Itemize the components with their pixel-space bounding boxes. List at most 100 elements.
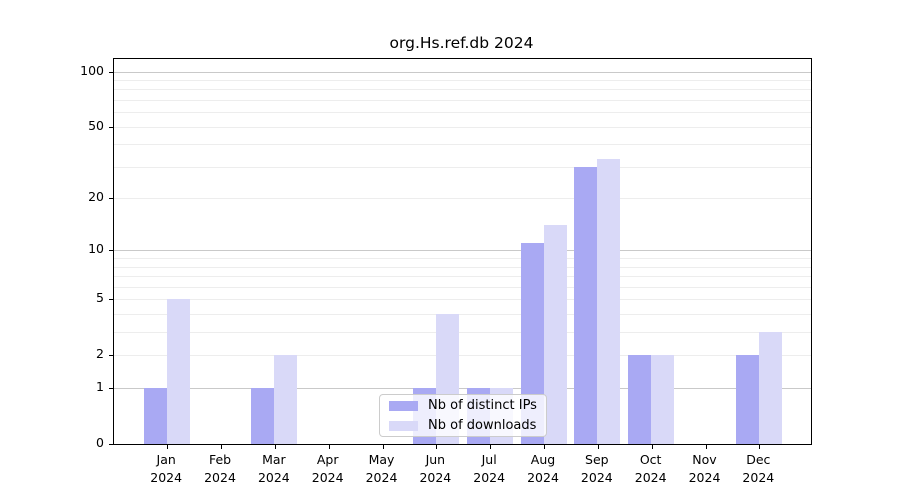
x-tick-aug [544, 444, 545, 449]
x-tick-label-year: 2024 [150, 470, 183, 486]
x-tick-label-year: 2024 [527, 470, 559, 486]
gridline-80 [114, 89, 811, 91]
x-tick-label-month: Feb [208, 452, 232, 467]
x-tick-label-month: Nov [692, 452, 717, 467]
legend-label-distinct-ips: Nb of distinct IPs [428, 398, 537, 413]
x-tick-label-apr: Apr 2024 [298, 451, 358, 487]
gridline-30 [114, 166, 811, 168]
x-tick-label-year: 2024 [634, 470, 667, 486]
y-tick-label-5: 5 [96, 290, 104, 306]
x-tick-label-year: 2024 [742, 470, 775, 486]
bar-downloads-oct [651, 355, 675, 444]
plot-area: Nb of distinct IPs Nb of downloads [109, 58, 812, 449]
y-tick-label-1: 1 [96, 379, 104, 395]
x-tick-label-month: Jan [156, 452, 176, 467]
x-tick-label-month: May [368, 452, 395, 467]
x-tick-label-year: 2024 [473, 470, 506, 486]
legend: Nb of distinct IPs Nb of downloads [379, 394, 547, 437]
gridline-50 [114, 126, 811, 128]
x-tick-label-jan: Jan 2024 [136, 451, 196, 487]
x-tick-label-month: Aug [530, 452, 556, 467]
gridline-2 [114, 355, 811, 357]
bar-distinct-ips-oct [628, 355, 652, 444]
x-tick-label-month: Mar [262, 452, 286, 467]
gridline-3 [114, 332, 811, 334]
x-tick-label-month: Dec [746, 452, 771, 467]
x-tick-label-jun: Jun 2024 [405, 451, 465, 487]
x-tick-label-jul: Jul 2024 [459, 451, 519, 487]
bar-downloads-dec [758, 332, 782, 444]
y-tick-20 [109, 198, 114, 200]
x-tick-label-month: Jul [481, 452, 497, 467]
gridline-20 [114, 198, 811, 200]
x-tick-label-aug: Aug 2024 [513, 451, 573, 487]
y-tick-label-2: 2 [96, 346, 104, 362]
x-tick-label-year: 2024 [580, 470, 613, 486]
x-tick-label-month: Jun [425, 452, 446, 467]
gridline-4 [114, 314, 811, 316]
y-tick-label-0: 0 [96, 435, 104, 450]
x-tick-label-may: May 2024 [352, 451, 412, 487]
bar-downloads-mar [274, 355, 298, 444]
y-tick-label-20: 20 [88, 189, 104, 205]
chart-title: org.Hs.ref.db 2024 [389, 34, 534, 52]
x-tick-mar [274, 444, 276, 449]
legend-item-downloads: Nb of downloads [380, 418, 546, 433]
x-tick-label-year: 2024 [419, 470, 452, 486]
bar-distinct-ips-sep [574, 166, 598, 444]
gridline-70 [114, 99, 811, 101]
y-tick-5 [109, 299, 114, 301]
x-tick-label-year: 2024 [257, 470, 290, 486]
bar-downloads-sep [597, 159, 621, 444]
y-tick-2 [109, 355, 114, 357]
gridline-9 [114, 258, 811, 260]
x-tick-label-month: Sep [585, 452, 609, 467]
bar-downloads-aug [543, 225, 567, 444]
gridline-100 [114, 71, 811, 73]
bar-distinct-ips-dec [735, 355, 759, 444]
x-tick-label-sep: Sep 2024 [567, 451, 627, 487]
x-tick-label-year: 2024 [204, 470, 236, 486]
x-tick-label-feb: Feb 2024 [190, 451, 250, 487]
y-tick-0 [109, 444, 114, 445]
gridline-5 [114, 299, 811, 301]
x-tick-label-year: 2024 [311, 470, 344, 486]
x-tick-nov [705, 444, 707, 449]
y-tick-label-100: 100 [80, 62, 104, 78]
x-tick-label-nov: Nov 2024 [675, 451, 735, 487]
gridline-40 [114, 144, 811, 146]
x-tick-label-dec: Dec 2024 [728, 451, 788, 487]
x-tick-label-year: 2024 [365, 470, 398, 486]
legend-item-distinct-ips: Nb of distinct IPs [380, 398, 546, 413]
legend-label-downloads: Nb of downloads [428, 418, 537, 433]
x-tick-label-mar: Mar 2024 [244, 451, 304, 487]
legend-swatch-downloads [389, 420, 418, 431]
bar-downloads-jan [166, 299, 190, 444]
gridline-1 [114, 388, 811, 390]
bar-distinct-ips-jan [143, 388, 167, 444]
x-tick-oct [651, 444, 653, 449]
x-tick-sep [597, 444, 599, 449]
gridline-90 [114, 79, 811, 81]
gridline-7 [114, 276, 811, 278]
x-tick-label-oct: Oct 2024 [621, 451, 681, 487]
x-tick-label-year: 2024 [688, 470, 721, 486]
bar-distinct-ips-aug [520, 243, 544, 444]
gridline-8 [114, 266, 811, 268]
legend-swatch-distinct-ips [389, 400, 418, 411]
gridline-60 [114, 112, 811, 114]
x-tick-dec [759, 444, 761, 449]
y-tick-10 [109, 250, 114, 252]
x-tick-apr [328, 444, 330, 449]
x-tick-jan [167, 444, 169, 449]
gridline-6 [114, 286, 811, 288]
x-tick-label-month: Apr [316, 452, 339, 467]
y-tick-label-10: 10 [88, 241, 104, 257]
y-tick-label-50: 50 [88, 117, 104, 133]
y-tick-1 [109, 388, 114, 390]
y-tick-50 [109, 126, 114, 128]
bar-distinct-ips-mar [251, 388, 275, 444]
x-tick-may [382, 444, 384, 449]
gridline-10 [114, 250, 811, 252]
